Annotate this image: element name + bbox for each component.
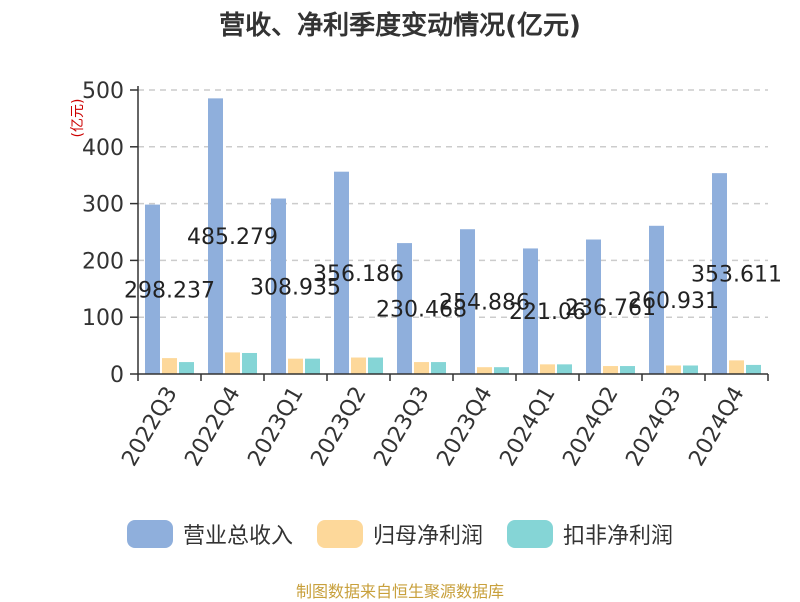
data-label: 308.935 xyxy=(250,275,341,300)
legend-item-net-profit[interactable]: 归母净利润 xyxy=(316,518,483,550)
x-tick-label: 2024Q2 xyxy=(558,383,623,471)
bar xyxy=(162,358,177,374)
x-tick-label: 2022Q4 xyxy=(180,383,245,471)
bar xyxy=(397,243,412,374)
bar xyxy=(494,367,509,374)
legend-label-revenue: 营业总收入 xyxy=(182,524,293,549)
data-label: 356.186 xyxy=(313,262,404,287)
bar xyxy=(460,229,475,374)
bar xyxy=(603,366,618,374)
axes: 0 100 200 300 400 500 2022Q32022Q42023Q12023Q2… xyxy=(82,79,769,471)
bar xyxy=(746,364,761,374)
data-label: 353.611 xyxy=(691,263,782,288)
bar xyxy=(431,362,446,374)
data-label: 236.761 xyxy=(565,296,656,321)
y-tick-label: 0 xyxy=(110,363,124,388)
data-label: 230.468 xyxy=(376,298,467,323)
bar xyxy=(540,364,555,374)
bar xyxy=(179,362,194,374)
bar xyxy=(334,171,349,374)
data-source: 制图数据来自恒生聚源数据库 xyxy=(295,582,504,601)
bar xyxy=(586,239,601,374)
bar xyxy=(683,365,698,374)
x-tick-label: 2024Q4 xyxy=(684,383,749,471)
bar xyxy=(523,248,538,374)
x-tick-label: 2023Q3 xyxy=(369,383,434,471)
legend: 营业总收入 归母净利润 扣非净利润 xyxy=(0,518,800,550)
y-tick-label: 500 xyxy=(82,79,124,104)
y-tick-label: 400 xyxy=(82,136,124,161)
legend-swatch-net-profit xyxy=(316,520,363,548)
bar xyxy=(368,357,383,374)
legend-label-deducted-profit: 扣非净利润 xyxy=(563,524,674,549)
bar xyxy=(666,365,681,374)
grid-lines xyxy=(138,89,768,318)
y-tick-label: 300 xyxy=(82,193,124,218)
legend-swatch-deducted-profit xyxy=(507,520,553,548)
x-tick-label: 2023Q1 xyxy=(243,383,308,471)
legend-label-net-profit: 归母净利润 xyxy=(372,524,483,549)
data-label: 254.886 xyxy=(439,291,530,316)
bar xyxy=(242,352,257,374)
bar xyxy=(712,173,727,374)
y-tick-label: 200 xyxy=(82,249,124,274)
bar xyxy=(145,204,160,374)
bar xyxy=(351,357,366,374)
x-tick-label: 2024Q1 xyxy=(495,383,560,471)
x-tick-label: 2023Q4 xyxy=(432,383,497,471)
x-tick-label: 2024Q3 xyxy=(621,383,686,471)
bar xyxy=(288,358,303,374)
data-label: 221.06 xyxy=(509,300,586,325)
y-tick-label: 100 xyxy=(82,306,124,331)
x-tick-label: 2023Q2 xyxy=(306,383,371,471)
data-label: 298.237 xyxy=(124,278,215,303)
bar xyxy=(477,367,492,374)
data-label: 485.279 xyxy=(187,225,278,250)
bar xyxy=(225,352,240,374)
x-tick-label: 2022Q3 xyxy=(117,383,182,471)
bar xyxy=(305,358,320,374)
chart-title: 营收、净利季度变动情况(亿元) xyxy=(219,10,581,41)
bar xyxy=(620,366,635,374)
data-label: 260.931 xyxy=(628,289,719,314)
bar xyxy=(557,364,572,374)
bars xyxy=(145,98,761,375)
legend-item-deducted-profit[interactable]: 扣非净利润 xyxy=(507,518,673,550)
bar xyxy=(414,362,429,374)
bar xyxy=(208,98,223,375)
bar xyxy=(271,198,286,374)
bar xyxy=(649,225,664,374)
bar xyxy=(729,360,744,374)
legend-swatch-revenue xyxy=(126,520,173,548)
legend-item-revenue[interactable]: 营业总收入 xyxy=(126,518,293,550)
y-axis-label: (亿元) xyxy=(70,99,86,138)
